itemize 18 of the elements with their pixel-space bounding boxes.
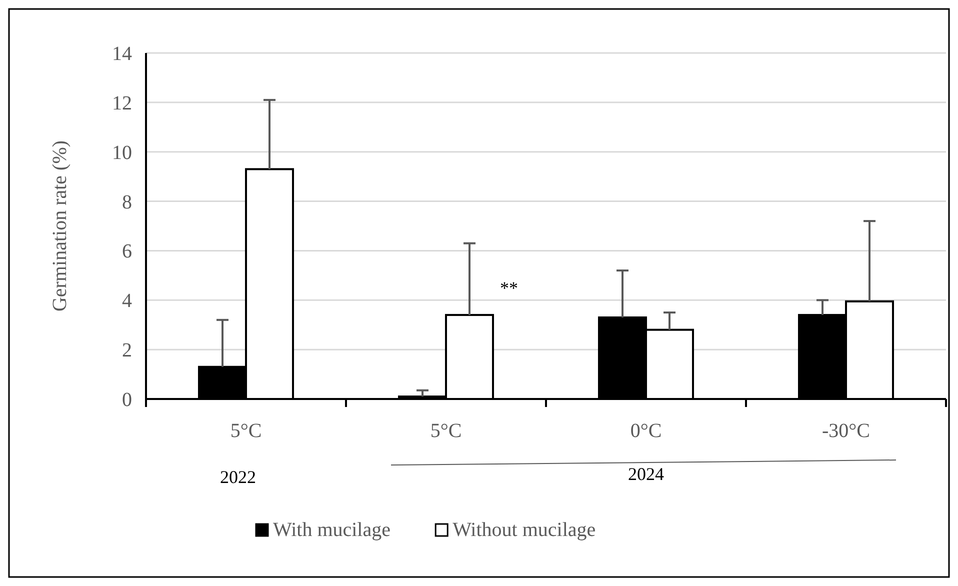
x-tick-label: 0°C [630,420,662,442]
y-tick-label: 14 [112,43,132,65]
legend-label: Without mucilage [452,519,596,541]
annotation: ** [500,278,518,298]
legend-label: With mucilage [273,519,391,541]
text: 2024 [628,464,664,484]
y-tick-label: 4 [122,290,132,312]
y-tick-label: 6 [122,240,132,263]
x-tick-label: 5°C [430,420,462,442]
text: 2022 [220,467,256,487]
y-tick-label: 10 [112,142,132,164]
y-tick-label: 12 [112,92,132,114]
x-tick-label: -30°C [822,420,870,442]
y-tick-label: 8 [122,191,132,214]
y-axis-title: Germination rate (%) [49,140,71,312]
y-tick-label: 2 [122,340,132,362]
y-tick-label: 0 [122,389,132,411]
x-tick-label: 5°C [230,420,262,442]
